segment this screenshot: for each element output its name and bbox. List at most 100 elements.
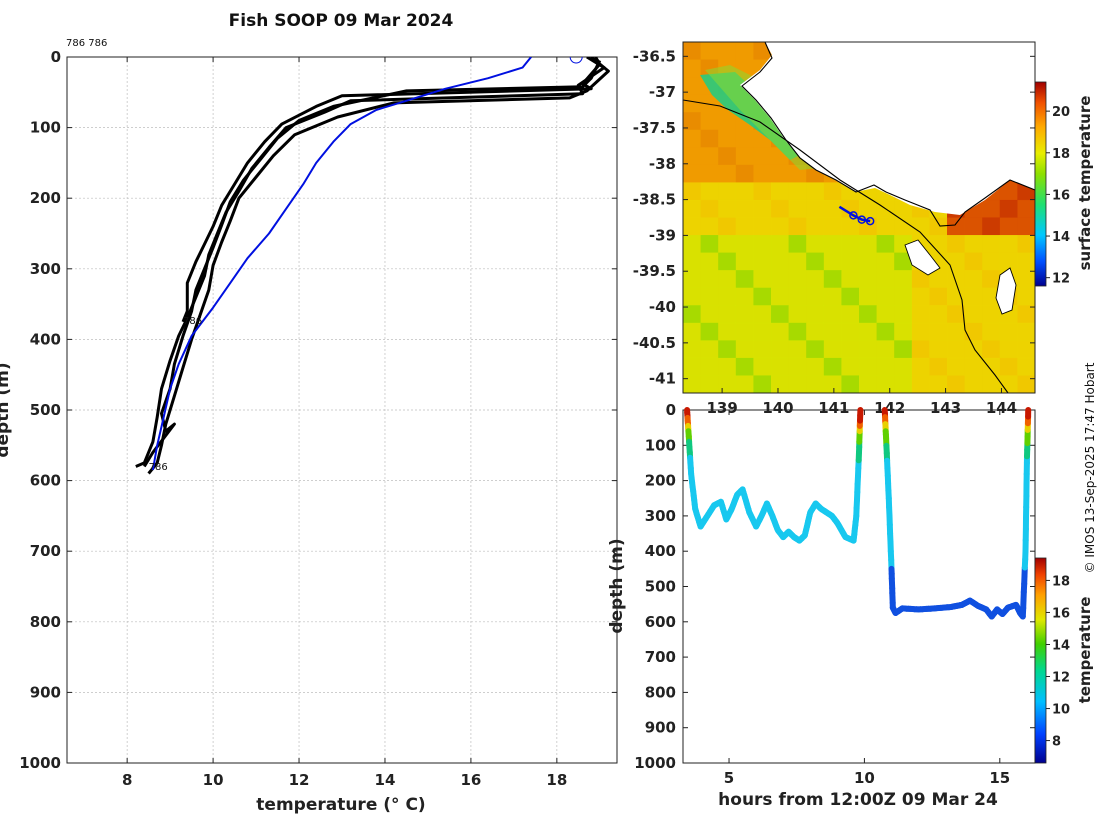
depth-time-y-tick-label: 100 — [645, 436, 676, 454]
sst-tile — [823, 357, 842, 376]
sst-tile — [1017, 357, 1035, 376]
ship-track-point — [857, 215, 867, 224]
sst-tile — [823, 217, 842, 236]
sst-tile — [735, 147, 754, 166]
sst-tile — [683, 94, 701, 113]
map-lat-tick-label: -41 — [649, 370, 676, 388]
map-lat-tick-label: -40 — [649, 298, 676, 316]
sst-tile — [1017, 375, 1035, 393]
sst-tile — [1017, 252, 1035, 271]
sst-tile — [788, 235, 807, 253]
sst-tile — [700, 147, 719, 166]
surface-marker-circle — [569, 57, 583, 64]
sst-tile — [735, 270, 754, 288]
sst-tile — [771, 235, 789, 253]
sst-tile — [753, 305, 772, 324]
profile-x-tick-label: 14 — [375, 771, 396, 789]
observed-profile-line — [181, 57, 602, 323]
map-lat-tick-label: -38 — [649, 155, 676, 173]
sst-tile — [999, 322, 1018, 341]
sst-tile — [700, 164, 719, 183]
sst-tile — [911, 305, 930, 324]
sst-tile — [735, 357, 754, 376]
land-king-island — [905, 240, 940, 275]
sst-tile — [876, 287, 895, 306]
sst-tile — [982, 270, 1000, 288]
sst-tile — [841, 199, 860, 218]
sst-colorbar-label: surface temperature — [1076, 96, 1094, 271]
sst-tile — [823, 182, 842, 201]
sst-tile — [700, 305, 719, 324]
sst-tile — [753, 357, 772, 376]
profile-x-tick-label: 8 — [122, 771, 132, 789]
sst-tile — [735, 305, 754, 324]
sst-map-panel: 139 140 141 142 143 144-36.5-37-37.5-38-38.5-… — [633, 41, 1094, 417]
sst-tile — [982, 199, 1000, 218]
sst-tile — [964, 217, 983, 236]
sst-tile — [718, 340, 736, 359]
map-lat-tick-label: -38.5 — [633, 191, 676, 209]
depth-time-y-tick-label: 700 — [645, 648, 676, 666]
sst-tile — [841, 357, 860, 376]
sst-tile — [894, 375, 912, 393]
coastline — [741, 42, 1035, 227]
chart-title: Fish SOOP 09 Mar 2024 — [229, 11, 454, 31]
ship-track-point — [865, 216, 875, 226]
profile-y-tick-label: 0 — [51, 48, 61, 66]
sst-tile — [982, 305, 1000, 324]
observed-profile-line — [147, 57, 610, 475]
sst-tile — [876, 270, 895, 288]
sst-tile — [841, 235, 860, 253]
sst-tile — [841, 305, 860, 324]
profile-y-tick-label: 700 — [30, 542, 61, 560]
sst-colorbar-tick-label: 14 — [1052, 230, 1070, 245]
sst-tile — [718, 182, 736, 201]
sst-tile — [947, 375, 965, 393]
depth-time-ticks: 5 10 15 0 100 200 300 400 500 600 700 800 900 1000 — [634, 401, 1035, 787]
sst-tile — [982, 375, 1000, 393]
sst-tile — [683, 322, 701, 341]
sst-tile — [700, 129, 719, 148]
sst-tile — [964, 252, 983, 271]
sst-tile — [859, 340, 877, 359]
sst-tile — [700, 199, 719, 218]
sst-tile — [947, 340, 965, 359]
sst-tile — [683, 42, 701, 60]
map-lat-tick-label: -39 — [649, 226, 676, 244]
sst-tile — [982, 217, 1000, 236]
sst-tile — [753, 340, 772, 359]
map-lon-tick-label: 143 — [930, 399, 961, 417]
sst-tile — [753, 147, 772, 166]
profile-x-tick-label: 12 — [289, 771, 310, 789]
sst-tile — [964, 305, 983, 324]
sst-tile — [735, 252, 754, 271]
sst-tile — [753, 164, 772, 183]
profile-series — [135, 57, 610, 475]
depth-time-x-tick-label: 15 — [989, 769, 1010, 787]
sst-tile — [700, 287, 719, 306]
sst-tile — [859, 322, 877, 341]
sst-tile — [947, 322, 965, 341]
sst-tile — [929, 235, 948, 253]
sst-tile — [718, 217, 736, 236]
profile-y-tick-label: 900 — [30, 683, 61, 701]
sst-tile — [982, 357, 1000, 376]
sst-tile — [911, 270, 930, 288]
sst-tile — [1017, 322, 1035, 341]
temperature-colorbar-tick-label: 8 — [1052, 735, 1061, 750]
sst-colorbar — [1034, 81, 1047, 287]
sst-tile — [982, 252, 1000, 271]
sst-tile — [841, 375, 860, 393]
profile-y-tick-label: 800 — [30, 613, 61, 631]
sst-tile — [771, 357, 789, 376]
sst-tile — [999, 182, 1018, 201]
sst-tile — [718, 42, 736, 60]
sst-tile — [876, 357, 895, 376]
sst-tile — [964, 375, 983, 393]
profile-y-tick-label: 400 — [30, 330, 61, 348]
sst-tile — [718, 112, 736, 130]
sst-tile — [700, 112, 719, 130]
profile-x-tick-label: 18 — [546, 771, 567, 789]
temperature-colorbar-tick-label: 14 — [1052, 638, 1070, 653]
